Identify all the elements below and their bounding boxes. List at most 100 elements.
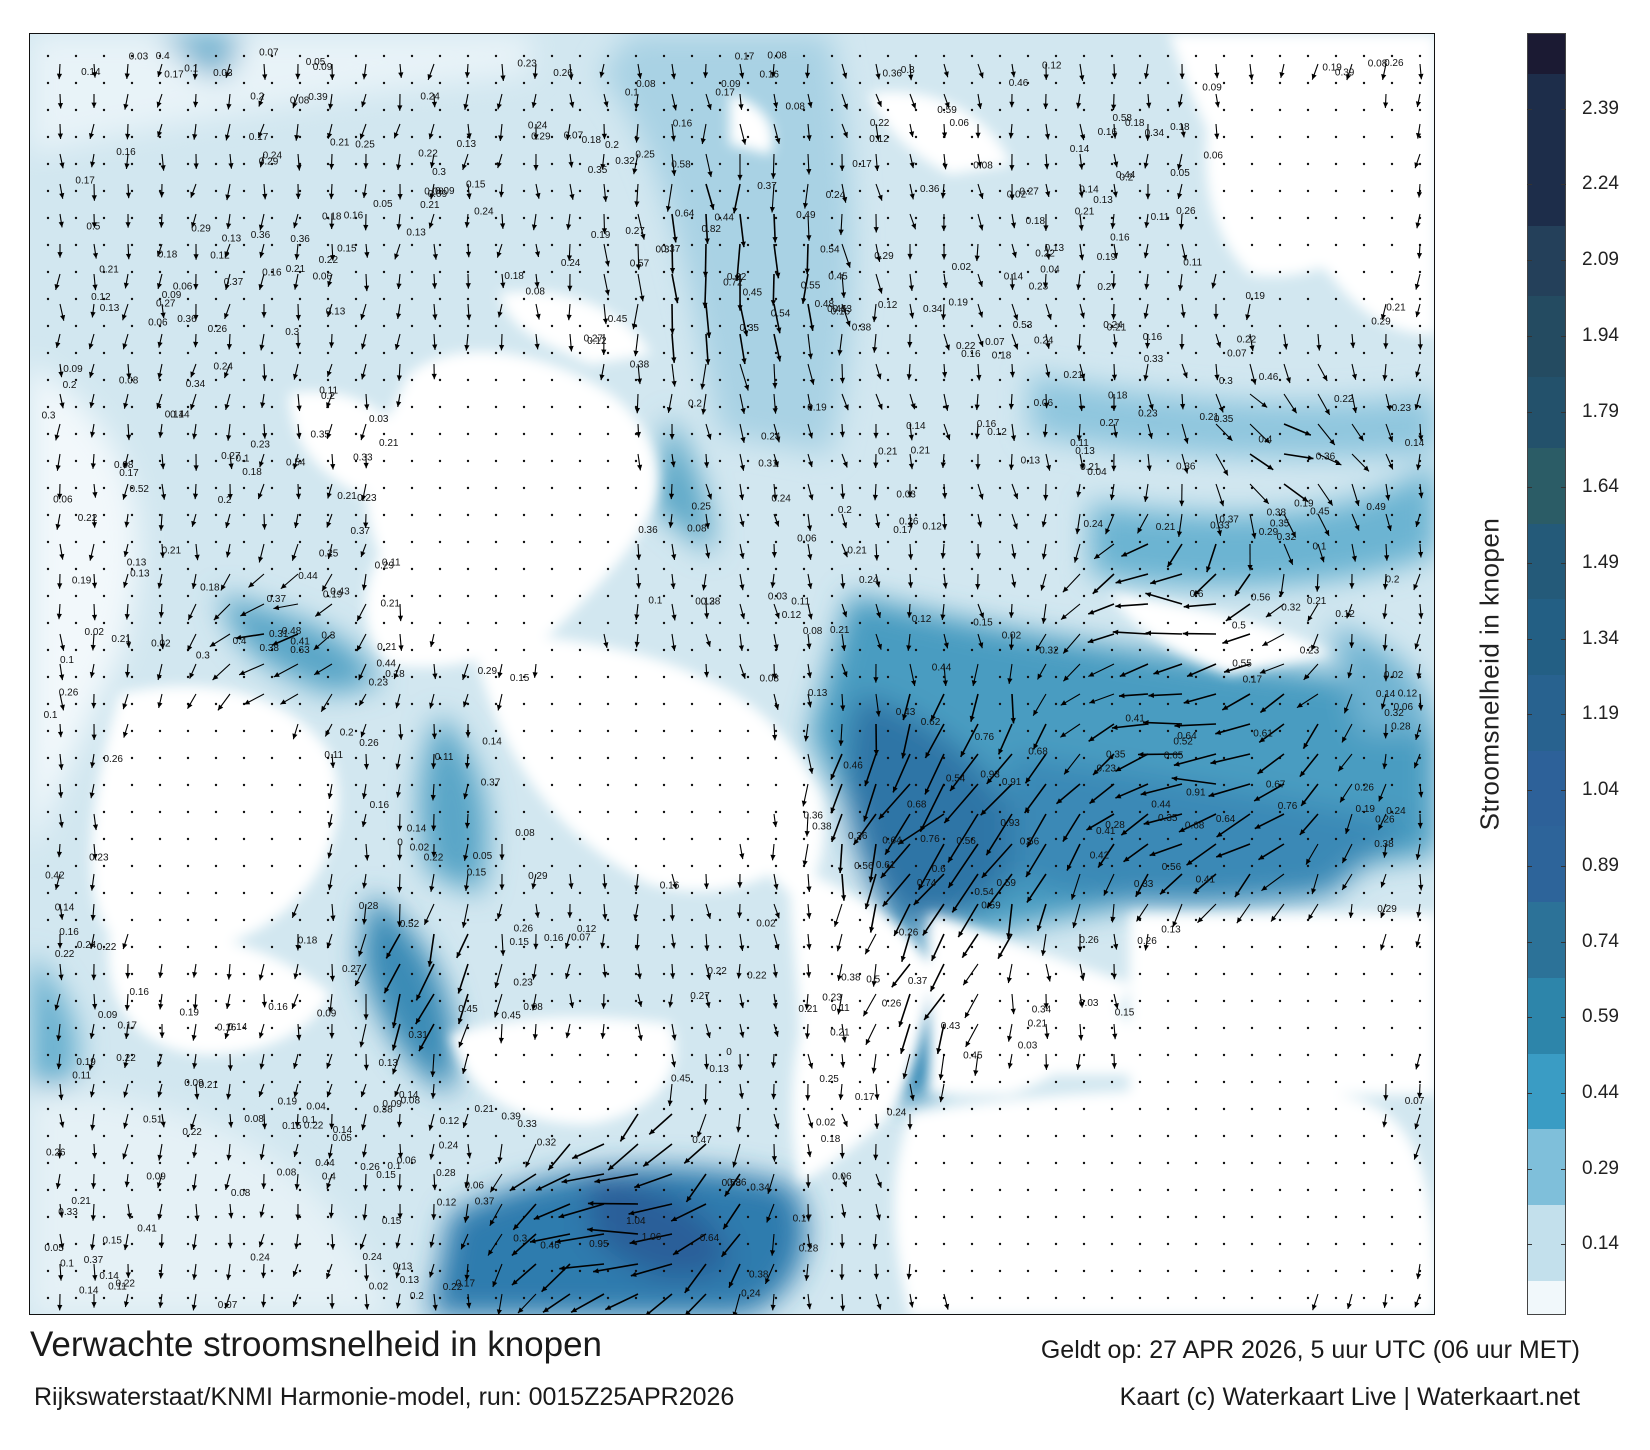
grid-dot [46, 1161, 50, 1165]
grid-dot [438, 135, 442, 139]
grid-dot [130, 162, 134, 166]
current-arrow [321, 573, 333, 592]
grid-dot [578, 594, 582, 598]
grid-dot [802, 270, 806, 274]
speed-label: 0.55 [1232, 658, 1252, 669]
grid-dot [1418, 135, 1422, 139]
current-arrow [567, 903, 573, 918]
grid-dot [46, 324, 50, 328]
current-arrow [636, 543, 642, 561]
grid-dot [1138, 189, 1142, 193]
speed-label: 0.13 [130, 568, 150, 579]
current-arrow [1078, 1023, 1084, 1041]
grid-dot [1054, 1215, 1058, 1219]
grid-dot [718, 1242, 722, 1246]
grid-dot [522, 648, 526, 652]
current-arrow [924, 753, 945, 795]
grid-dot [186, 1134, 190, 1138]
grid-dot [690, 567, 694, 571]
grid-dot [298, 1080, 302, 1084]
grid-dot [690, 162, 694, 166]
current-arrow [977, 63, 984, 79]
current-arrow [977, 483, 984, 500]
speed-label: 0.4 [322, 1172, 336, 1183]
current-arrow [807, 573, 813, 589]
current-arrow [187, 693, 197, 709]
grid-dot [74, 567, 78, 571]
grid-dot [186, 432, 190, 436]
grid-dot [1334, 729, 1338, 733]
current-arrow [1418, 693, 1424, 711]
grid-dot [1306, 54, 1310, 58]
grid-dot [970, 540, 974, 544]
grid-dot [130, 513, 134, 517]
speed-label: 0.34 [1032, 1005, 1052, 1016]
grid-dot [438, 891, 442, 895]
current-speed-map[interactable]: 0.1 0.54 0.18 0.38 0.35 0.32 0.56 0.16 0.34 0.11 0… [29, 33, 1435, 1315]
current-arrow [57, 573, 63, 589]
current-arrow [271, 633, 299, 646]
speed-label: 0.22 [55, 949, 75, 960]
current-arrow [1006, 903, 1013, 939]
grid-dot [858, 459, 862, 463]
grid-dot [186, 324, 190, 328]
grid-dot [550, 108, 554, 112]
grid-dot [886, 1215, 890, 1219]
speed-label: 0.19 [1294, 499, 1314, 510]
current-arrow [54, 423, 61, 441]
grid-dot [1194, 864, 1198, 868]
current-arrow [602, 963, 608, 978]
speed-label: 0.36 [177, 314, 197, 325]
grid-dot [606, 270, 610, 274]
speed-label: 0.12 [782, 610, 802, 621]
grid-dot [46, 54, 50, 58]
grid-dot [634, 783, 638, 787]
grid-dot [746, 729, 750, 733]
grid-dot [298, 243, 302, 247]
current-arrow [395, 783, 402, 798]
current-arrow [91, 693, 97, 709]
grid-dot [970, 1269, 974, 1273]
grid-dot [1278, 189, 1282, 193]
grid-dot [494, 297, 498, 301]
current-arrow [1259, 693, 1285, 714]
grid-dot [634, 1269, 638, 1273]
speed-label: 0.39 [1335, 68, 1355, 79]
grid-dot [382, 1134, 386, 1138]
speed-label: 0.13 [1161, 924, 1181, 935]
grid-dot [326, 1134, 330, 1138]
current-arrow [683, 1143, 707, 1164]
grid-dot [1026, 270, 1030, 274]
speed-label: 0.38 [1267, 508, 1287, 519]
current-arrow [1144, 333, 1151, 349]
grid-dot [1362, 270, 1366, 274]
grid-dot [494, 270, 498, 274]
grid-dot [774, 783, 778, 787]
current-arrow [92, 993, 98, 1010]
current-arrow [92, 63, 98, 78]
speed-label: 0.02 [151, 638, 171, 649]
grid-dot [970, 999, 974, 1003]
grid-dot [354, 351, 358, 355]
grid-dot [466, 459, 470, 463]
grid-dot [802, 756, 806, 760]
current-arrow [1149, 843, 1183, 857]
grid-dot [1026, 486, 1030, 490]
grid-dot [1250, 459, 1254, 463]
grid-dot [354, 567, 358, 571]
grid-dot [606, 648, 610, 652]
current-arrow [194, 1083, 200, 1100]
grid-dot [494, 648, 498, 652]
grid-dot [1362, 1215, 1366, 1219]
grid-dot [298, 594, 302, 598]
grid-dot [438, 1053, 442, 1057]
grid-dot [1334, 702, 1338, 706]
current-arrow [227, 1053, 233, 1071]
grid-dot [1390, 837, 1394, 841]
grid-dot [214, 729, 218, 733]
grid-dot [1110, 270, 1114, 274]
grid-dot [662, 405, 666, 409]
grid-dot [1082, 297, 1086, 301]
grid-dot [578, 1215, 582, 1219]
current-arrow [464, 63, 471, 78]
